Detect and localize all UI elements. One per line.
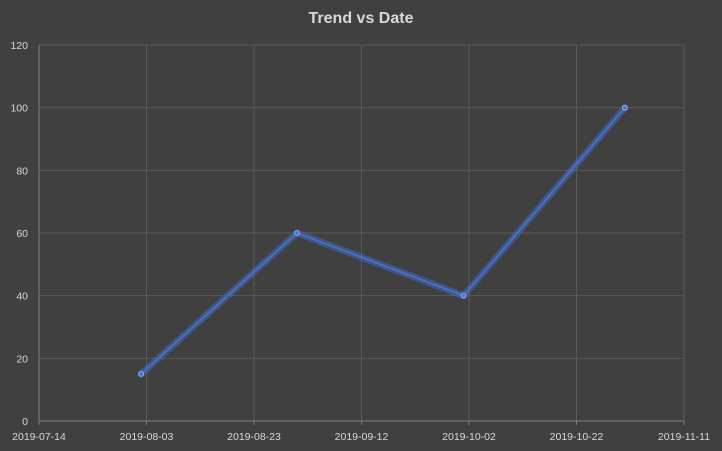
tick-labels: 0 20 40 60 80 100 120 2019-07-14 2019-08-03 2019-… <box>10 40 710 443</box>
x-tick-label: 2019-10-22 <box>550 431 604 443</box>
series-line-glow <box>137 104 629 378</box>
data-point <box>621 104 628 111</box>
x-tick-label: 2019-09-12 <box>335 431 389 443</box>
y-tick-label: 40 <box>16 291 28 303</box>
x-tick-label: 2019-11-11 <box>658 431 710 443</box>
x-tick-label: 2019-10-02 <box>442 431 496 443</box>
x-tick-label: 2019-08-23 <box>227 431 281 443</box>
series-trend <box>137 104 629 378</box>
y-tick-label: 100 <box>10 103 28 115</box>
y-tick-label: 20 <box>16 353 28 365</box>
x-tick-label: 2019-07-14 <box>12 431 66 443</box>
axes <box>38 45 685 425</box>
data-point <box>460 292 467 299</box>
data-point <box>138 371 145 377</box>
chart-title: Trend vs Date <box>309 10 414 27</box>
y-tick-label: 120 <box>10 40 28 52</box>
y-tick-label: 80 <box>16 165 28 177</box>
series-line <box>140 106 626 375</box>
grid-lines <box>39 44 685 421</box>
data-point <box>294 230 300 236</box>
y-tick-label: 60 <box>16 228 28 240</box>
y-tick-label: 0 <box>22 416 28 428</box>
x-tick-label: 2019-08-03 <box>120 431 174 443</box>
